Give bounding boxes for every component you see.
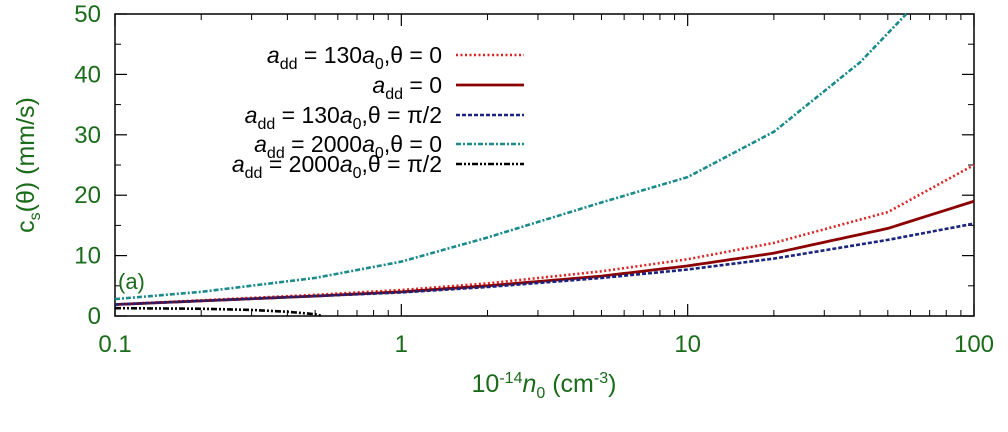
y-axis-label: cs(θ) (mm/s)	[12, 97, 44, 233]
legend-label-5: add = 2000a0,θ = π/2	[232, 151, 442, 182]
x-tick-label: 100	[954, 331, 994, 358]
series-line-3	[114, 222, 975, 306]
x-axis-label: 10-14n0 (cm-3)	[472, 370, 617, 402]
y-tick-label: 20	[74, 182, 101, 209]
y-tick-label: 0	[88, 303, 101, 330]
series-line-4	[114, 13, 908, 301]
x-tick-label: 0.1	[98, 331, 131, 358]
panel-label: (a)	[118, 269, 145, 294]
series-line-5	[114, 306, 323, 318]
series-line-2	[114, 199, 975, 306]
legend-label-3: add = 130a0,θ = π/2	[245, 102, 442, 133]
tick-labels: 0.1 1 10 100 0 10 20 30 40 50	[74, 1, 994, 358]
series-layer	[114, 13, 975, 318]
y-tick-label: 10	[74, 243, 101, 270]
y-tick-label: 30	[74, 122, 101, 149]
legend-label-1: add = 130a0,θ = 0	[267, 42, 442, 73]
legend-label-4: add = 2000a0,θ = 0	[254, 131, 442, 162]
series-line-1	[114, 163, 975, 306]
x-tick-label: 1	[395, 331, 408, 358]
y-tick-label: 50	[74, 1, 101, 28]
x-tick-label: 10	[674, 331, 701, 358]
legend-label-2: add = 0	[372, 72, 442, 103]
y-tick-label: 40	[74, 61, 101, 88]
